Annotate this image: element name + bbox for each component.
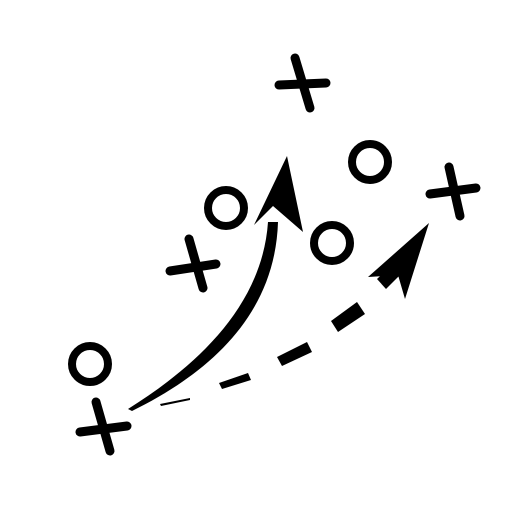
- o-mark-icon: [204, 186, 248, 230]
- curved-arrow-icon: [128, 156, 303, 411]
- x-mark-icon: [165, 234, 221, 293]
- x-mark-icon: [75, 397, 132, 456]
- x-mark-icon: [274, 53, 331, 113]
- o-mark-icon: [310, 221, 354, 265]
- dashed-curved-arrow-icon: [160, 223, 429, 406]
- o-mark-icon: [68, 342, 112, 386]
- o-mark-icon: [348, 140, 392, 184]
- x-mark-icon: [425, 162, 481, 221]
